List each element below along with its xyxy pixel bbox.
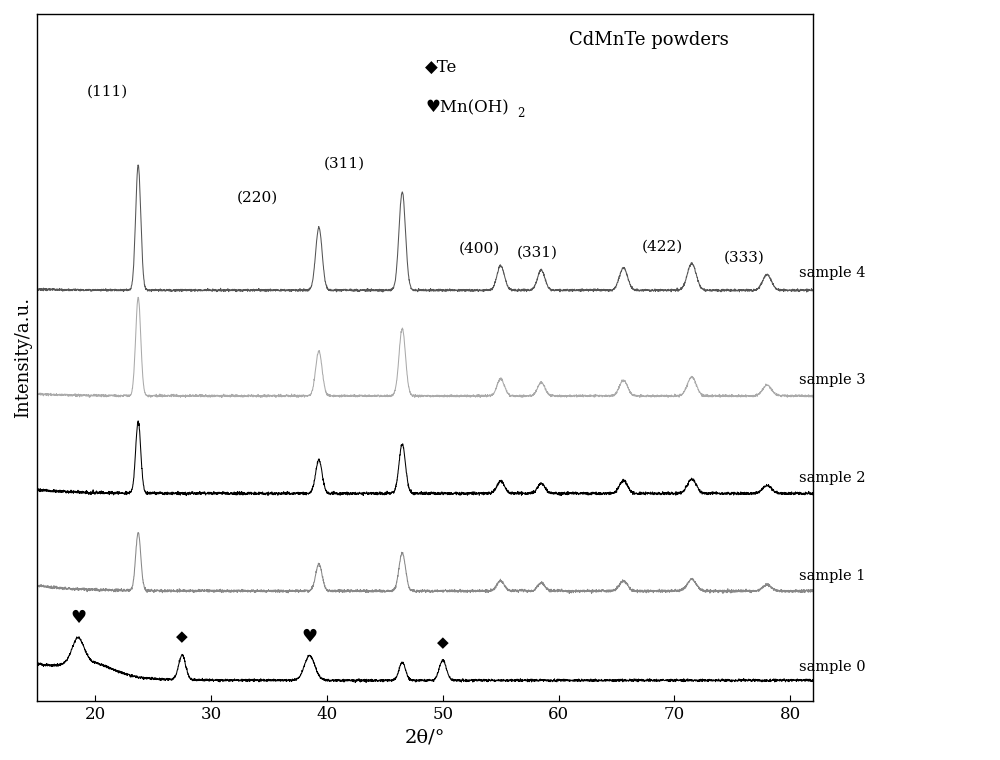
Text: (400): (400) bbox=[459, 242, 500, 255]
Text: ◆Te: ◆Te bbox=[425, 59, 458, 75]
Text: (220): (220) bbox=[237, 191, 278, 205]
Text: ◆: ◆ bbox=[176, 629, 188, 644]
Text: sample 3: sample 3 bbox=[799, 373, 866, 387]
Text: (331): (331) bbox=[517, 245, 558, 260]
Text: CdMnTe powders: CdMnTe powders bbox=[569, 31, 729, 49]
Text: sample 4: sample 4 bbox=[799, 266, 866, 280]
Text: (333): (333) bbox=[723, 251, 764, 264]
X-axis label: 2θ/°: 2θ/° bbox=[405, 728, 446, 746]
Text: (422): (422) bbox=[642, 239, 683, 254]
Text: ♥Mn(OH): ♥Mn(OH) bbox=[425, 100, 509, 117]
Text: sample 0: sample 0 bbox=[799, 660, 866, 674]
Text: (111): (111) bbox=[86, 85, 128, 99]
Text: ♥: ♥ bbox=[302, 628, 318, 645]
Text: ♥: ♥ bbox=[70, 609, 86, 627]
Text: (311): (311) bbox=[324, 157, 365, 170]
Text: ◆: ◆ bbox=[437, 635, 449, 650]
Y-axis label: Intensity/a.u.: Intensity/a.u. bbox=[14, 296, 32, 418]
Text: 2: 2 bbox=[517, 106, 524, 119]
Text: sample 2: sample 2 bbox=[799, 471, 866, 485]
Text: sample 1: sample 1 bbox=[799, 569, 866, 583]
